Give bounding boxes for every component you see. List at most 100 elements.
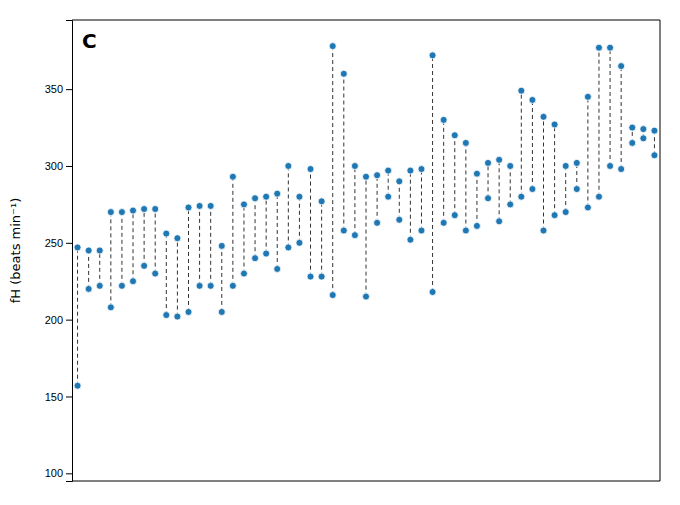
low-dot xyxy=(174,313,181,320)
high-dot xyxy=(385,167,392,174)
pair-line xyxy=(177,238,178,316)
pair-line xyxy=(521,91,522,197)
y-tick: 100 xyxy=(45,467,72,479)
high-dot xyxy=(629,124,636,131)
low-dot xyxy=(74,382,81,389)
low-dot xyxy=(318,273,325,280)
high-dot xyxy=(451,132,458,139)
pair-line xyxy=(121,212,122,286)
y-tick-label: 200 xyxy=(45,314,63,326)
low-dot xyxy=(640,135,647,142)
low-dot xyxy=(130,278,137,285)
high-dot xyxy=(363,173,370,180)
pair-line xyxy=(587,97,588,208)
low-dot xyxy=(96,282,103,289)
pair-line xyxy=(288,166,289,247)
low-dot xyxy=(218,308,225,315)
low-dot xyxy=(307,273,314,280)
low-dot xyxy=(485,195,492,202)
low-dot xyxy=(429,288,436,295)
high-dot xyxy=(196,202,203,209)
pair-line xyxy=(110,212,111,307)
y-tick: 200 xyxy=(45,314,72,326)
low-dot xyxy=(562,209,569,216)
pair-line xyxy=(133,211,134,282)
x-axis xyxy=(72,481,660,482)
y-tick-mark xyxy=(66,473,72,474)
high-dot xyxy=(407,167,414,174)
y-axis-title: fH (beats min⁻¹) xyxy=(8,198,23,303)
low-dot xyxy=(252,255,259,262)
high-dot xyxy=(529,96,536,103)
low-dot xyxy=(141,262,148,269)
pair-line xyxy=(232,177,233,286)
pair-line xyxy=(399,181,400,219)
low-dot xyxy=(185,308,192,315)
low-dot xyxy=(496,218,503,225)
high-dot xyxy=(640,126,647,133)
low-dot xyxy=(529,186,536,193)
low-dot xyxy=(196,282,203,289)
high-dot xyxy=(573,159,580,166)
pair-line xyxy=(421,169,422,230)
pair-line xyxy=(499,160,500,221)
low-dot xyxy=(296,239,303,246)
pair-line xyxy=(321,201,322,276)
high-dot xyxy=(152,206,159,213)
high-dot xyxy=(130,207,137,214)
y-tick: 250 xyxy=(45,237,72,249)
pair-line xyxy=(366,177,367,297)
high-dot xyxy=(329,43,336,50)
pair-line xyxy=(299,197,300,243)
low-dot xyxy=(329,292,336,299)
low-dot xyxy=(207,282,214,289)
pair-line xyxy=(221,246,222,312)
pair-line xyxy=(99,251,100,286)
pair-line xyxy=(210,206,211,286)
y-tick-mark xyxy=(66,243,72,244)
pair-line xyxy=(410,171,411,240)
low-dot xyxy=(163,312,170,319)
high-dot xyxy=(651,127,658,134)
high-dot xyxy=(351,162,358,169)
high-dot xyxy=(263,193,270,200)
low-dot xyxy=(240,270,247,277)
low-dot xyxy=(229,282,236,289)
low-dot xyxy=(540,227,547,234)
low-dot xyxy=(396,216,403,223)
low-dot xyxy=(451,212,458,219)
low-dot xyxy=(351,232,358,239)
pair-line xyxy=(443,120,444,223)
pair-line xyxy=(388,171,389,197)
high-dot xyxy=(485,159,492,166)
pair-line xyxy=(377,175,378,223)
pair-line xyxy=(621,66,622,169)
y-tick-mark xyxy=(66,320,72,321)
pair-line xyxy=(354,166,355,235)
pair-line xyxy=(255,198,256,258)
low-dot xyxy=(274,265,281,272)
high-dot xyxy=(551,121,558,128)
high-dot xyxy=(185,204,192,211)
high-dot xyxy=(274,190,281,197)
high-dot xyxy=(252,195,259,202)
low-dot xyxy=(385,193,392,200)
low-dot xyxy=(507,201,514,208)
high-dot xyxy=(507,162,514,169)
pair-line xyxy=(77,247,78,385)
pair-line xyxy=(543,117,544,231)
pair-line xyxy=(343,74,344,231)
chart: 100150200250300350CfH (beats min⁻¹) xyxy=(0,0,680,505)
low-dot xyxy=(584,204,591,211)
low-dot xyxy=(573,186,580,193)
y-tick-label: 250 xyxy=(45,237,63,249)
y-tick: 150 xyxy=(45,391,72,403)
y-tick-mark xyxy=(66,89,72,90)
low-dot xyxy=(518,193,525,200)
x-axis-line xyxy=(72,481,660,482)
high-dot xyxy=(429,52,436,59)
low-dot xyxy=(440,219,447,226)
high-dot xyxy=(207,202,214,209)
plot: 100150200250300350C xyxy=(45,20,660,482)
pair-line xyxy=(532,100,533,189)
